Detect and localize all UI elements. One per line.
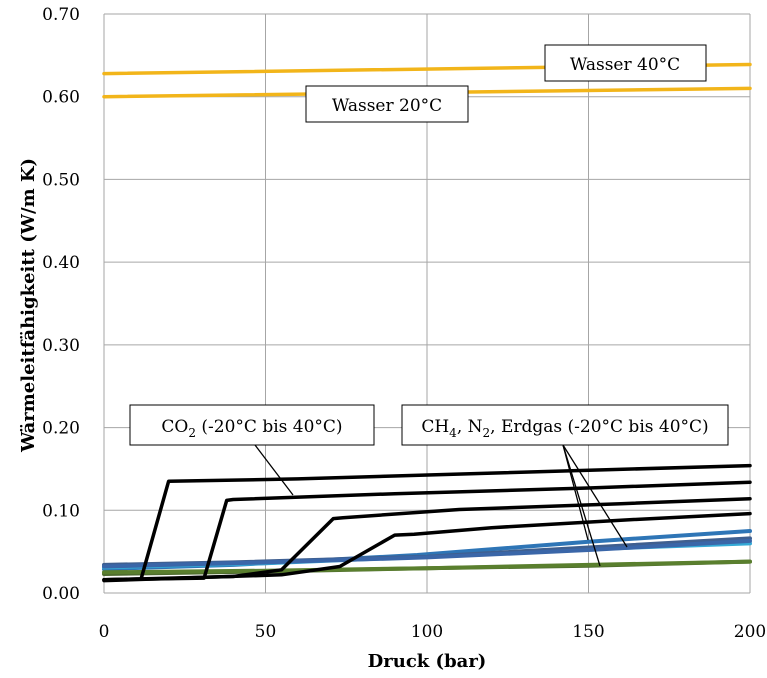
y-tick-label: 0.50 [42,170,80,190]
y-tick-label: 0.10 [42,501,80,521]
svg-text:Wasser 20°C: Wasser 20°C [332,96,442,116]
annotation-gas: CH4, N2, Erdgas (-20°C bis 40°C) [401,404,729,446]
series-line-gas [102,559,752,575]
x-tick-label: 150 [572,622,604,642]
svg-text:CH4, N2, Erdgas (-20°C bis 40°: CH4, N2, Erdgas (-20°C bis 40°C) [421,417,708,440]
annotation-wasser-40: Wasser 40°C [544,44,707,82]
annotation-wasser-20: Wasser 20°C [305,85,469,123]
x-tick-label: 200 [734,622,766,642]
annotation-leader-lines [254,444,628,567]
y-tick-label: 0.00 [42,584,80,604]
series-line-co2 [102,511,752,583]
leader-gas-3 [562,444,601,567]
y-tick-label: 0.60 [42,88,80,108]
y-tick-label: 0.40 [42,253,80,273]
y-tick-label: 0.20 [42,419,80,439]
y-tick-label: 0.70 [42,5,80,25]
svg-text:Wasser 40°C: Wasser 40°C [570,55,680,75]
y-tick-label: 0.30 [42,336,80,356]
leader-co2 [254,444,294,496]
svg-text:CO2 (-20°C bis 40°C): CO2 (-20°C bis 40°C) [161,417,342,440]
x-tick-labels: 0 50 100 150 200 [99,622,767,642]
annotation-co2: CO2 (-20°C bis 40°C) [129,404,375,446]
x-axis-title: Druck (bar) [368,651,487,672]
x-tick-label: 100 [411,622,443,642]
x-tick-label: 50 [255,622,277,642]
leader-gas-1 [562,444,628,548]
series-line-gas [102,538,752,569]
y-axis-title: Wärmeleitfähigkeitt (W/m K) [18,158,39,453]
x-tick-label: 0 [99,622,110,642]
y-tick-labels: 0.00 0.10 0.20 0.30 0.40 0.50 0.60 0.70 [42,5,80,604]
